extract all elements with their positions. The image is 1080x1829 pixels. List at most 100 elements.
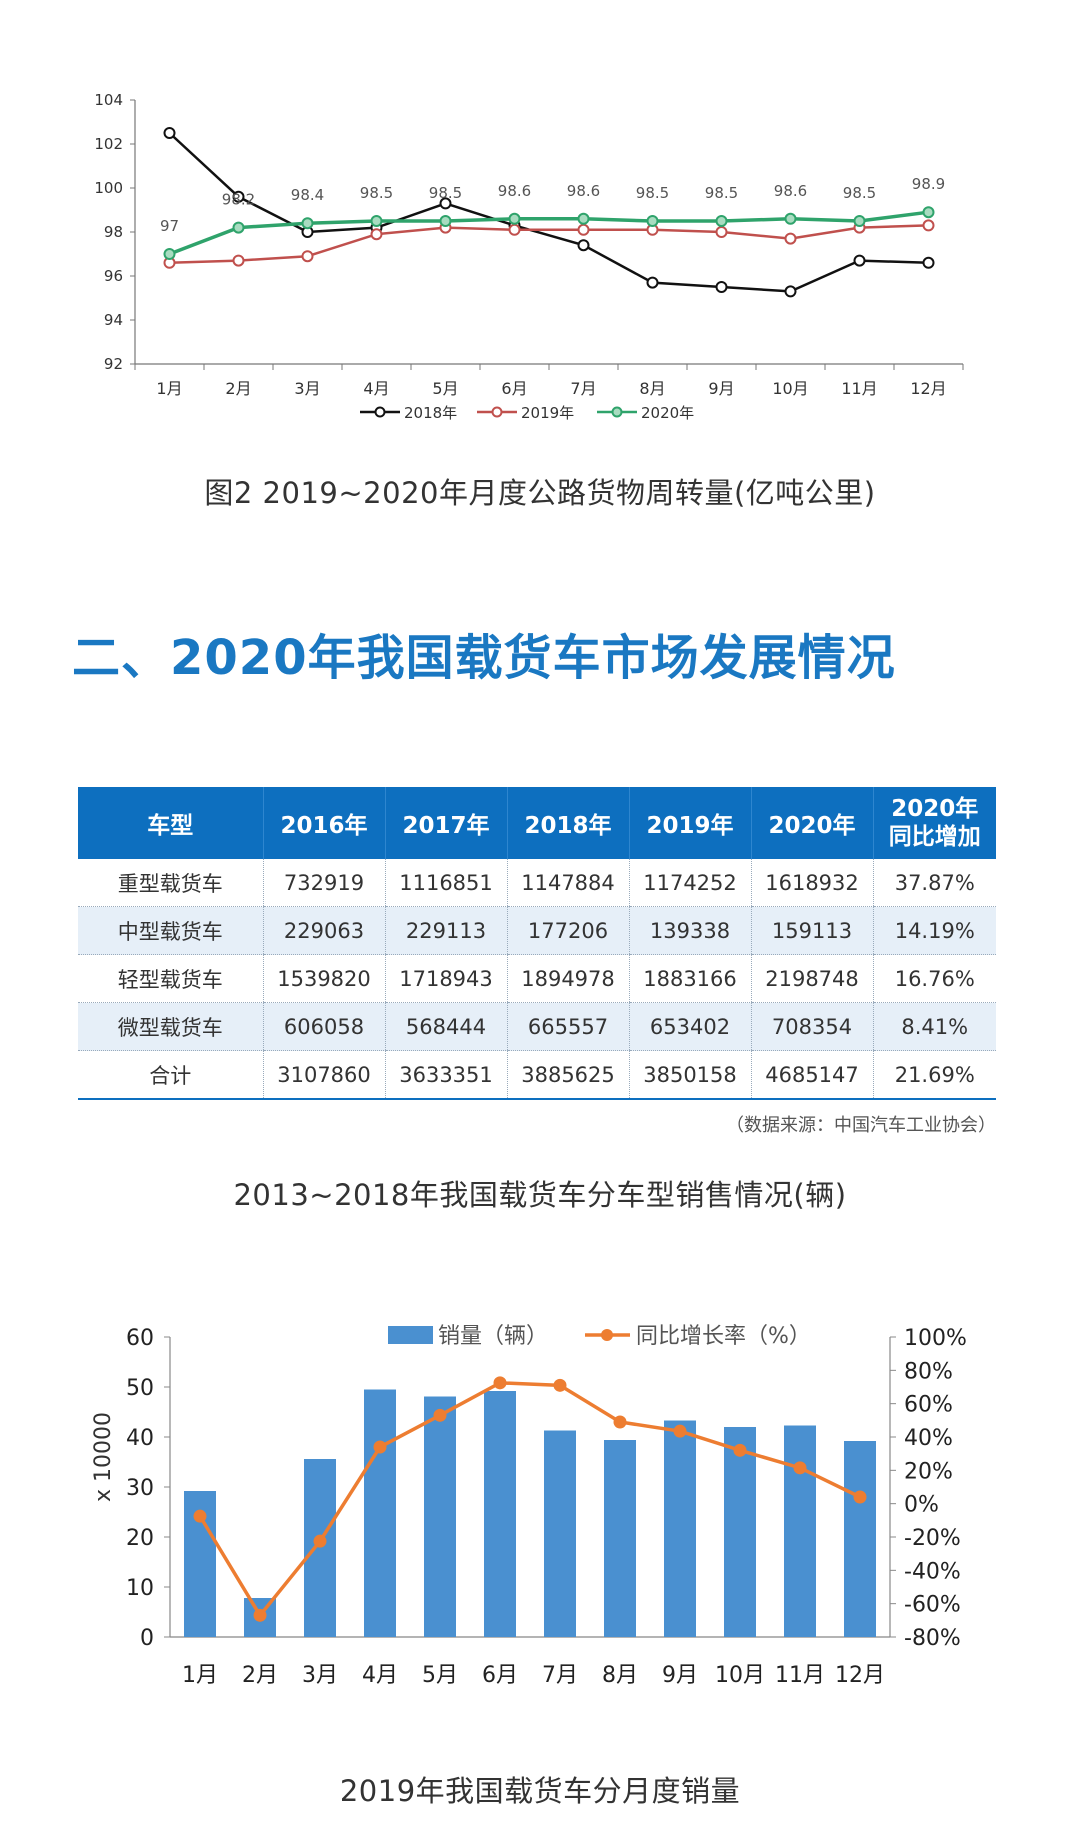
- value-cell: 139338: [628, 906, 751, 955]
- y-tick-label: 50: [126, 1376, 154, 1401]
- bar: [304, 1459, 336, 1637]
- x-tick-label: 7月: [570, 379, 596, 398]
- value-cell: 1116851: [384, 859, 507, 907]
- legend-label: 2018年: [404, 404, 457, 422]
- y2-tick-label: 20%: [904, 1459, 953, 1484]
- y2-tick-label: 40%: [904, 1426, 953, 1451]
- legend-swatch: [388, 1326, 433, 1344]
- header-cell: 2016年: [262, 787, 385, 859]
- table-source-note: （数据来源：中国汽车工业协会）: [726, 1115, 996, 1136]
- value-cell: 1174252: [628, 859, 751, 907]
- y-tick-label: 94: [104, 311, 123, 329]
- x-tick-label: 2月: [225, 379, 251, 398]
- growth-rate-point: [493, 1376, 507, 1390]
- y2-tick-label: 100%: [904, 1326, 967, 1351]
- table-row: 合计 3107860 3633351 3885625 3850158 4685147 21.…: [78, 1050, 996, 1100]
- legend-marker: [611, 406, 623, 418]
- table-caption: 2013~2018年我国载货车分车型销售情况(辆): [233, 1178, 847, 1212]
- data-point: [646, 276, 659, 289]
- x-tick-label: 6月: [501, 379, 527, 398]
- value-cell: 3633351: [384, 1050, 507, 1100]
- bar: [544, 1430, 576, 1637]
- data-point: [784, 232, 797, 245]
- x-tick-label: 5月: [422, 1663, 458, 1688]
- x-tick-label: 12月: [835, 1663, 885, 1688]
- table-row: 重型载货车 732919 1116851 1147884 1174252 1618932 3…: [78, 859, 996, 907]
- header-growth-line1: 2020年: [891, 796, 979, 822]
- bar: [844, 1441, 876, 1637]
- row-label-cell: 轻型载货车: [78, 954, 263, 1003]
- growth-rate-point: [253, 1608, 267, 1622]
- row-label-cell: 中型载货车: [78, 906, 263, 955]
- y2-tick-label: 0%: [904, 1493, 939, 1518]
- y-tick-label: 60: [126, 1326, 154, 1351]
- value-cell: 1539820: [262, 954, 385, 1003]
- x-tick-label: 12月: [910, 379, 946, 398]
- table-row: 轻型载货车 1539820 1718943 1894978 1883166 2198748…: [78, 954, 996, 1003]
- chart2-caption: 2019年我国载货车分月度销量: [339, 1774, 741, 1808]
- growth-rate-point: [373, 1440, 387, 1454]
- y-tick-label: 40: [126, 1426, 154, 1451]
- y-tick-label: 98: [104, 223, 123, 241]
- y-tick-label: 92: [104, 355, 123, 373]
- growth-rate-point: [613, 1415, 627, 1429]
- freight-turnover-line-chart: 92 94 96 98 100 102 104 1月 2月 3月 4月 5月 6月 7月 8月 9月 10月 11…: [94, 91, 964, 422]
- y2-tick-label: -40%: [904, 1559, 961, 1584]
- value-cell: 8.41%: [872, 1002, 996, 1051]
- data-point: [784, 285, 797, 298]
- y-tick-label: 104: [94, 91, 123, 109]
- data-point: [784, 212, 797, 225]
- legend-item: 2020年: [597, 404, 694, 422]
- chart1-caption: 图2 2019~2020年月度公路货物周转量(亿吨公里): [204, 476, 876, 510]
- legend-label: 2019年: [521, 404, 574, 422]
- data-point: [163, 248, 176, 260]
- data-point: [508, 212, 521, 225]
- value-cell: 229113: [384, 906, 507, 955]
- data-point: [301, 217, 314, 230]
- x-tick-label: 2月: [242, 1663, 278, 1688]
- series-line-2019年: [169, 224, 929, 265]
- value-cell: 3107860: [262, 1050, 385, 1100]
- value-cell: 665557: [506, 1002, 629, 1051]
- bar: [784, 1425, 816, 1637]
- data-label: 98.5: [360, 184, 393, 202]
- growth-rate-point: [793, 1461, 807, 1475]
- data-point: [853, 215, 866, 227]
- data-point: [715, 281, 728, 293]
- data-point: [232, 221, 245, 234]
- legend-item: 销量（辆）: [388, 1324, 548, 1349]
- value-cell: 2198748: [750, 954, 873, 1003]
- data-point: [715, 215, 728, 227]
- growth-rate-point: [733, 1443, 747, 1457]
- data-label: 98.6: [774, 182, 807, 200]
- bar: [484, 1391, 516, 1637]
- bar: [664, 1420, 696, 1637]
- data-point: [715, 226, 728, 238]
- x-tick-label: 9月: [708, 379, 734, 398]
- x-tick-label: 3月: [302, 1663, 338, 1688]
- data-label: 97: [160, 217, 179, 235]
- y-tick-label: 0: [140, 1626, 154, 1651]
- data-point: [577, 239, 590, 252]
- x-tick-label: 1月: [156, 379, 182, 398]
- data-point: [577, 212, 590, 225]
- data-label: 98.5: [636, 184, 669, 202]
- data-point: [370, 228, 383, 241]
- monthly-sales-combo-chart: 0 10 20 30 40 50 60 -80% -60% -40% -20% 0% 20% 40% 60%…: [91, 1324, 967, 1688]
- data-point: [439, 197, 452, 210]
- data-label: 98.6: [498, 182, 531, 200]
- value-cell: 4685147: [750, 1050, 873, 1100]
- growth-rate-point: [853, 1490, 867, 1504]
- growth-rate-point: [313, 1534, 327, 1548]
- truck-sales-table: 车型 2016年 2017年 2018年 2019年 2020年 2020年 同…: [78, 787, 996, 1100]
- value-cell: 732919: [262, 859, 385, 907]
- value-cell: 1718943: [384, 954, 507, 1003]
- data-point: [853, 254, 866, 267]
- data-point: [646, 215, 659, 227]
- section-heading: 二、2020年我国载货车市场发展情况: [72, 630, 896, 686]
- legend-label: 销量（辆）: [438, 1324, 548, 1349]
- data-label: 98.2: [222, 191, 255, 209]
- y-tick-label: 100: [94, 179, 123, 197]
- value-cell: 14.19%: [872, 906, 996, 955]
- value-cell: 568444: [384, 1002, 507, 1051]
